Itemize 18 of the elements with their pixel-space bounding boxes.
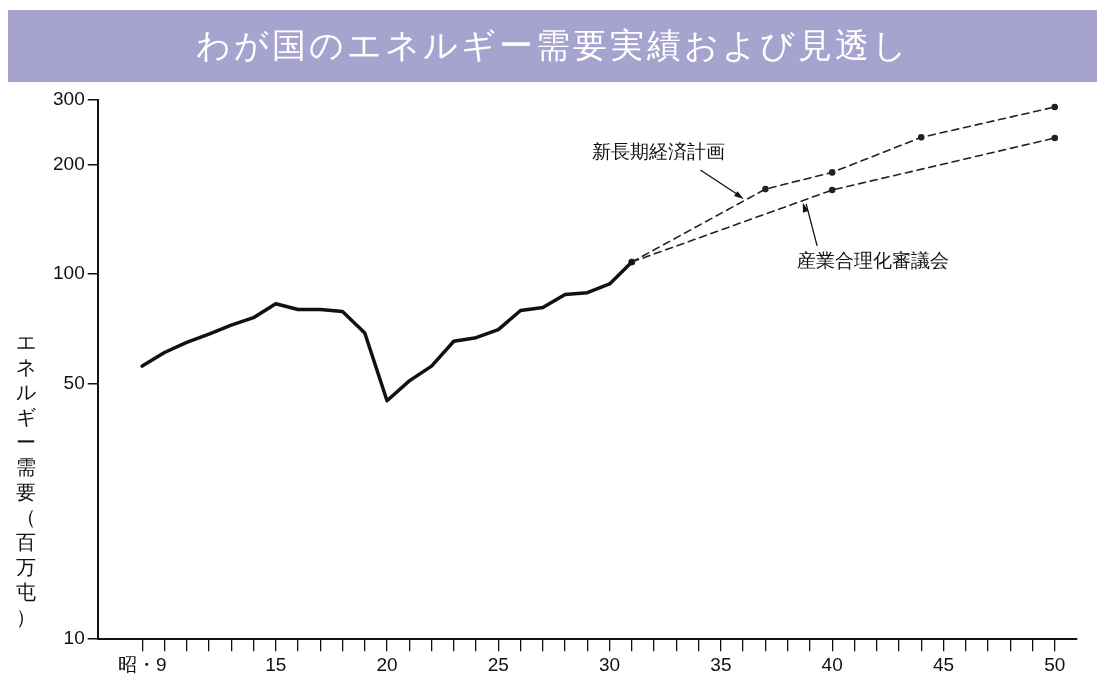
x-tick-label: 40 — [821, 653, 843, 675]
y-tick-label: 300 — [53, 88, 85, 110]
y-tick-label: 200 — [53, 152, 85, 174]
text: 新長期経済計画 — [592, 140, 726, 162]
x-tick-label: 昭・9 — [117, 653, 167, 675]
text: 産業合理化審議会 — [797, 249, 950, 271]
text: エネルギー需要（百万屯） — [16, 331, 36, 628]
x-tick-label: 25 — [487, 653, 509, 675]
x-tick-label: 30 — [599, 653, 621, 675]
y-tick-label: 10 — [63, 627, 85, 649]
chart-title: わが国のエネルギー需要実績および見透し — [195, 25, 910, 66]
y-tick-label: 100 — [53, 262, 85, 284]
x-tick-label: 35 — [710, 653, 732, 675]
x-tick-label: 15 — [265, 653, 287, 675]
x-tick-label: 20 — [376, 653, 398, 675]
x-tick-label: 50 — [1044, 653, 1066, 675]
y-tick-label: 50 — [63, 372, 85, 394]
x-tick-label: 45 — [932, 653, 955, 675]
